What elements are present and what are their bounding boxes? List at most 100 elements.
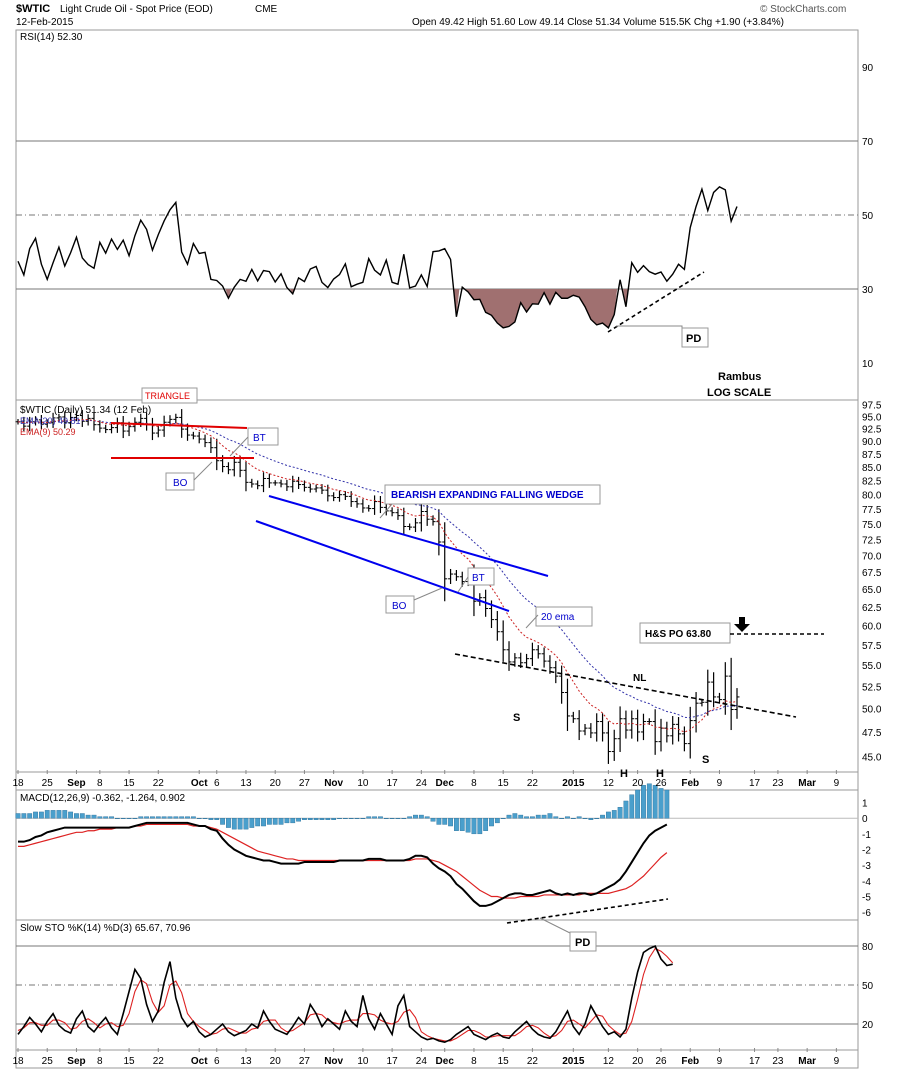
price-bar <box>582 724 588 736</box>
macd-hist-bar <box>483 817 489 831</box>
macd-hist-bar <box>196 817 202 819</box>
macd-hist-bar <box>372 816 377 819</box>
macd-hist-bar <box>629 794 635 819</box>
macd-hist-bar <box>237 817 243 830</box>
shoulder-right: S <box>702 754 709 766</box>
callout-pointer <box>616 325 683 330</box>
macd-hist-bar <box>74 813 79 819</box>
x-tick-label: 17 <box>387 778 399 789</box>
macd-hist-bar <box>395 817 401 819</box>
ema20-legend: EMA(20) 49.81 <box>20 416 81 426</box>
x-tick-label: 24 <box>416 1056 428 1067</box>
macd-hist-bar <box>261 817 266 827</box>
x-tick-label: 15 <box>124 1056 136 1067</box>
price-tick-label: 77.5 <box>862 505 882 516</box>
price-bar <box>255 480 261 490</box>
price-bar <box>611 729 617 761</box>
x-tick-label: Nov <box>324 1056 343 1067</box>
price-bar <box>73 411 79 422</box>
head-left: H <box>620 768 628 780</box>
macd-hist-bar <box>220 817 225 825</box>
macd-hist-bar <box>611 810 617 819</box>
hs-po-label: H&S PO 63.80 <box>645 629 712 640</box>
x-tick-label: 20 <box>632 1056 644 1067</box>
macd-hist-bar <box>325 817 331 820</box>
x-tick-label: 15 <box>498 1056 510 1067</box>
price-bar <box>114 417 120 433</box>
x-tick-label: 12 <box>603 778 615 789</box>
macd-hist-bar <box>313 817 319 820</box>
price-bar <box>407 523 413 531</box>
macd-hist-bar <box>342 817 348 819</box>
macd-hist-bar <box>401 817 407 819</box>
macd-hist-bar <box>161 816 167 819</box>
price-bar <box>500 620 506 662</box>
price-bar <box>395 508 401 520</box>
macd-hist-bar <box>553 816 559 819</box>
price-bar <box>617 706 623 752</box>
x-tick-label: 13 <box>240 1056 252 1067</box>
macd-hist-bar <box>44 810 50 819</box>
rsi-line <box>17 186 738 329</box>
price-bar <box>629 710 635 739</box>
x-tick-label: 23 <box>772 1056 784 1067</box>
price-bar <box>658 718 664 752</box>
price-bar <box>436 509 442 556</box>
price-bar <box>120 415 126 439</box>
price-tick-label: 82.5 <box>862 477 882 488</box>
price-bar <box>50 412 56 428</box>
price-tick-label: 80.0 <box>862 491 882 502</box>
price-bar <box>664 721 670 743</box>
macd-hist-bar <box>530 816 535 819</box>
price-bar <box>705 669 711 716</box>
price-tick-label: 67.5 <box>862 568 882 579</box>
x-tick-label: Oct <box>191 778 208 789</box>
x-tick-label: 22 <box>153 778 165 789</box>
header-symbol: $WTIC <box>16 3 50 15</box>
macd-hist-bar <box>296 817 301 822</box>
watermark: © StockCharts.com <box>760 4 846 15</box>
x-tick-label: 2015 <box>562 778 585 789</box>
price-tick-label: 50.0 <box>862 705 882 716</box>
macd-hist-bar <box>103 816 109 819</box>
price-bar <box>728 657 734 731</box>
wedge-label: BEARISH EXPANDING FALLING WEDGE <box>391 490 584 501</box>
macd-hist-bar <box>91 814 97 819</box>
price-bar <box>372 495 378 515</box>
macd-hist-bar <box>617 807 623 819</box>
rsi-label: RSI(14) 52.30 <box>20 32 83 43</box>
x-tick-label: 20 <box>270 778 282 789</box>
price-bar <box>360 499 366 513</box>
macd-hist-bar <box>442 817 448 825</box>
price-bar <box>97 420 103 433</box>
macd-hist-bar <box>97 816 103 819</box>
macd-hist-bar <box>155 816 161 819</box>
price-bar <box>711 672 717 708</box>
x-tick-label: 27 <box>299 1056 311 1067</box>
price-bar <box>313 484 319 493</box>
wedge-upper-line <box>268 495 549 577</box>
x-tick-label: Mar <box>798 1056 816 1067</box>
price-bar <box>652 709 658 755</box>
rsi-tick-label: 90 <box>862 63 874 74</box>
macd-hist-bar <box>430 817 436 822</box>
macd-hist-bar <box>307 817 313 820</box>
stochastic-panel: 80 50 20 <box>16 942 874 1044</box>
macd-hist-bar <box>494 817 500 824</box>
macd-hist-bar <box>418 814 424 819</box>
price-bar <box>261 472 267 493</box>
bt-box-2 <box>467 567 495 586</box>
rsi-tick-label: 10 <box>862 359 874 370</box>
rsi-annotations: PD Rambus LOG SCALE <box>607 271 771 399</box>
pd-box-2 <box>569 931 597 952</box>
macd-hist-bar <box>576 816 582 819</box>
panel-frames <box>15 29 859 1069</box>
x-tick-label: 6 <box>214 1056 220 1067</box>
macd-hist-bar <box>547 813 553 819</box>
price-tick-label: 87.5 <box>862 450 882 461</box>
price-bar <box>237 455 243 478</box>
price-bar <box>687 706 693 759</box>
price-bar <box>547 655 553 674</box>
macd-tick-label: -6 <box>862 908 871 919</box>
macd-hist-bar <box>33 811 38 819</box>
